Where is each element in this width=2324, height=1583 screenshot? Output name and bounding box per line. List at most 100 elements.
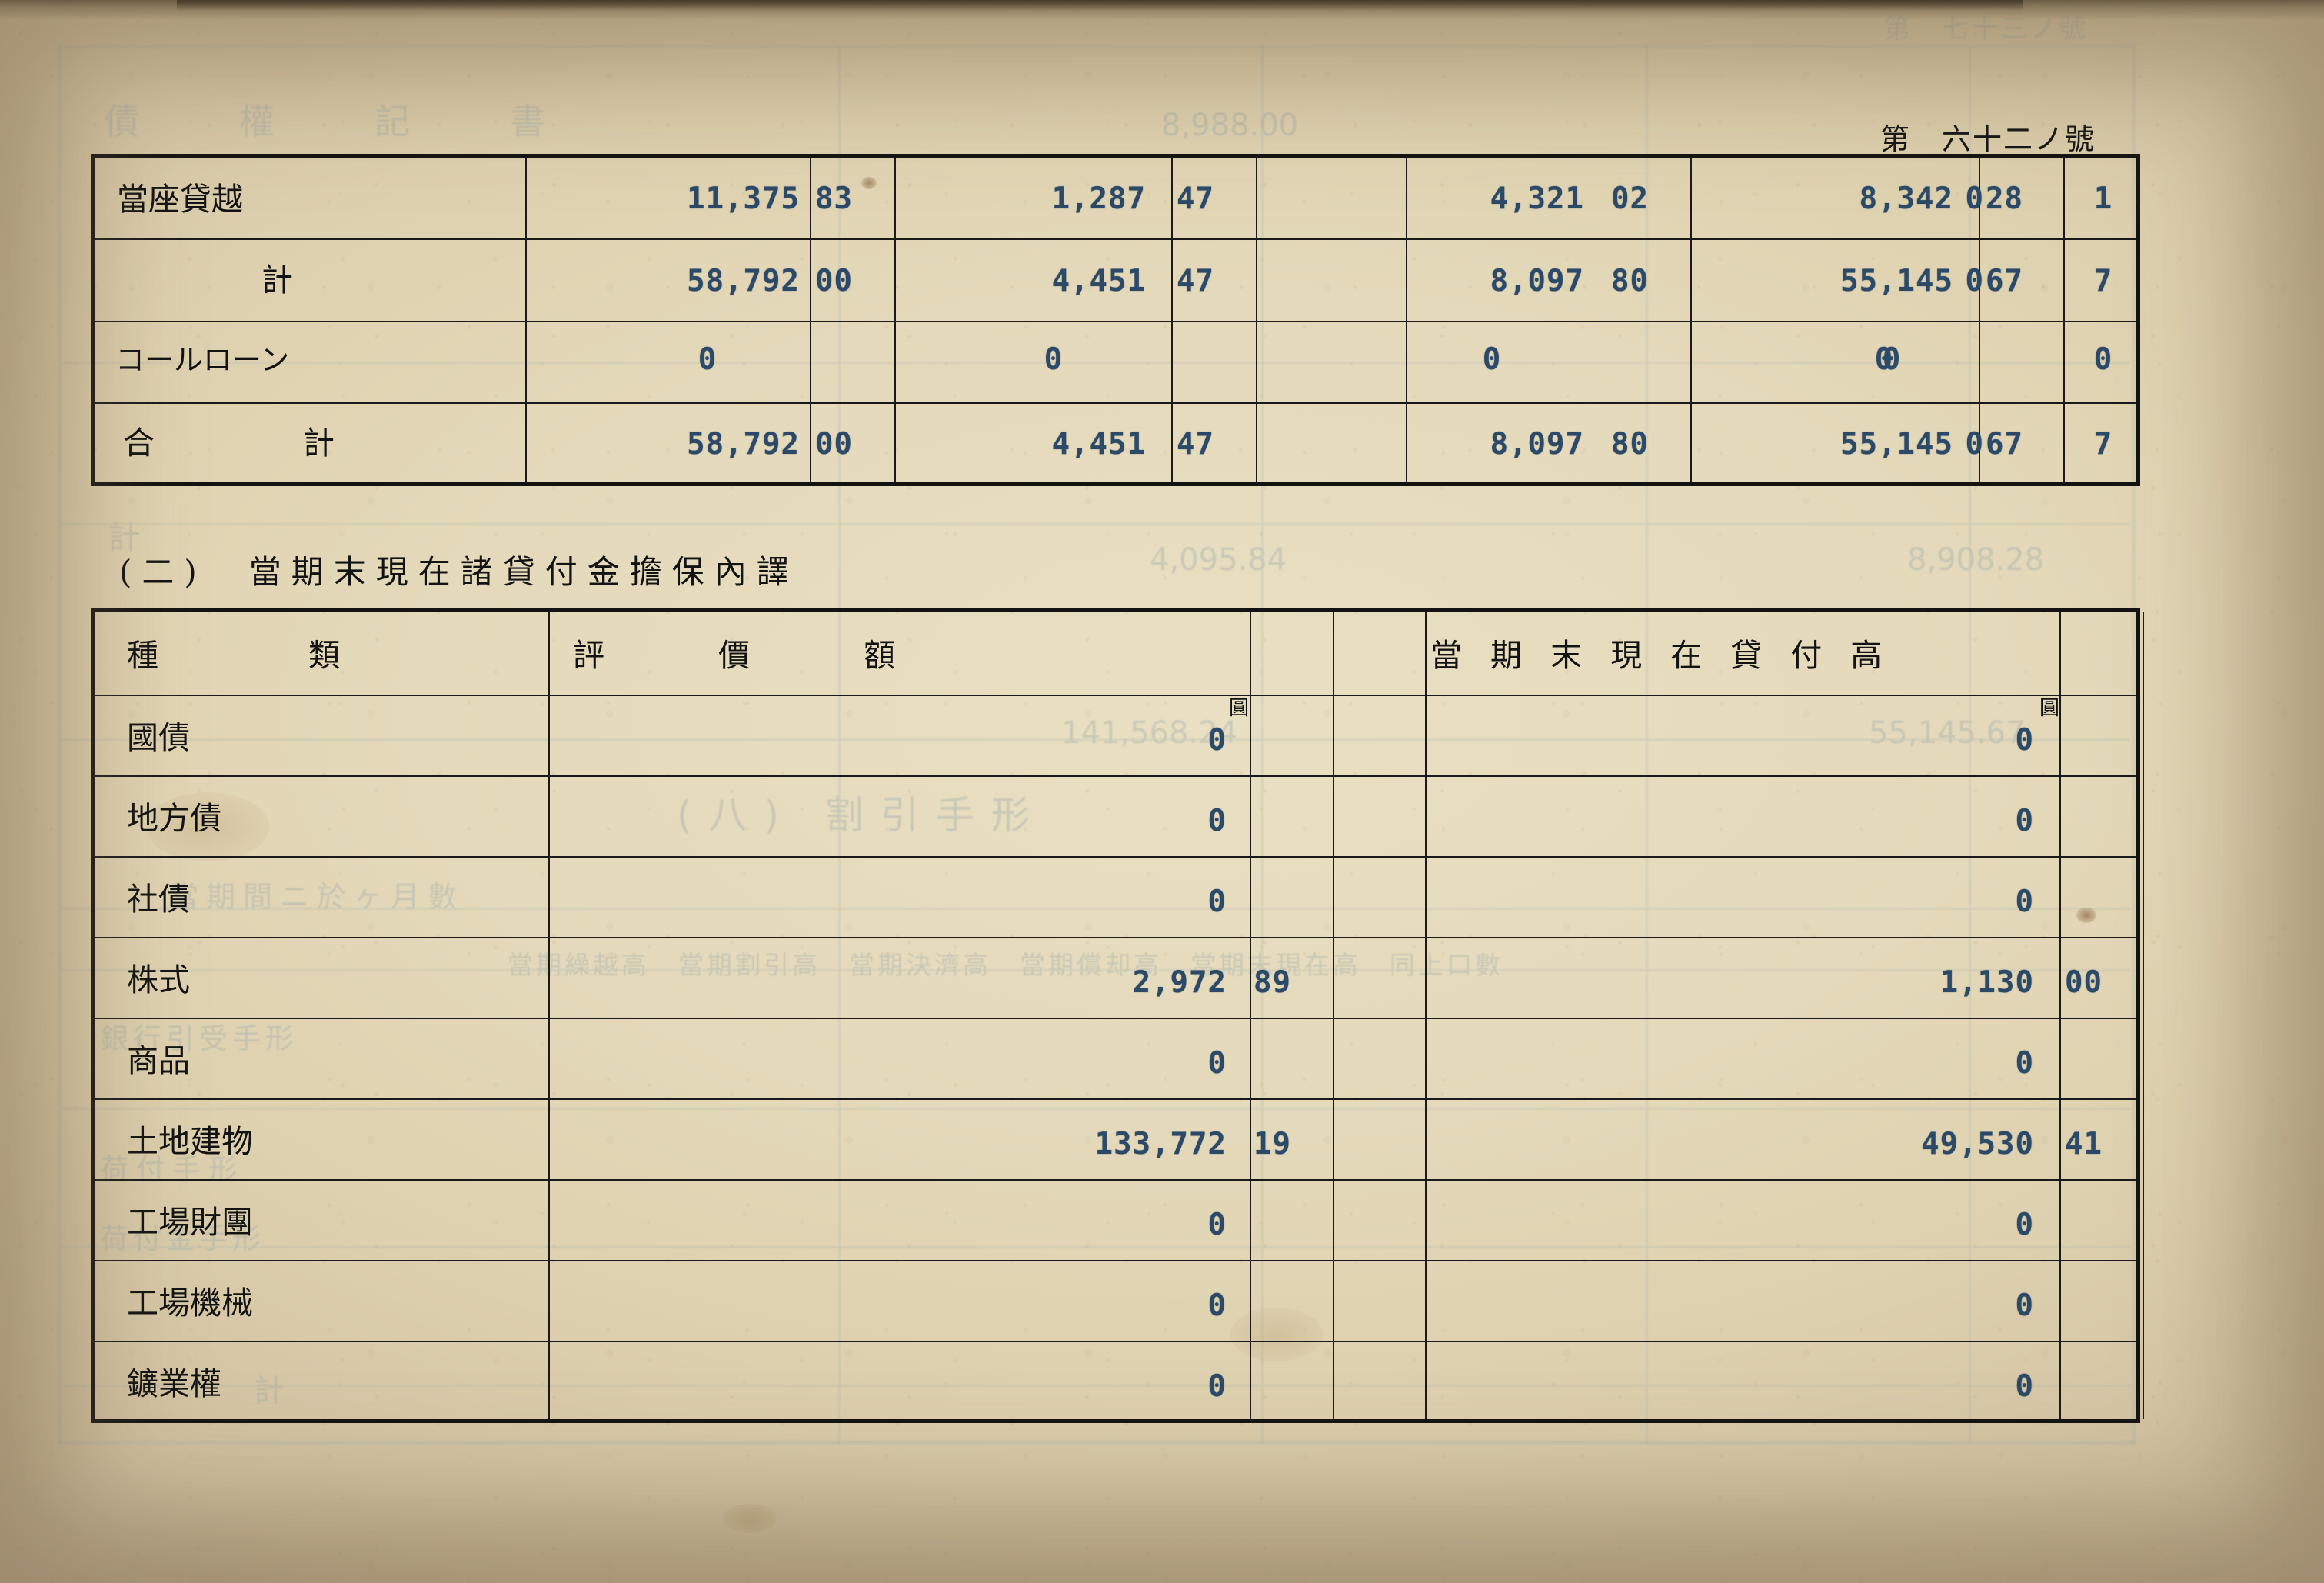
t1-r3-c3s: 80 — [1611, 427, 1649, 462]
t1-r3-c5s: 67 — [1986, 427, 2023, 462]
t1-r1-c5s: 67 — [1986, 264, 2023, 298]
t2-val-1: 0 — [1207, 804, 1227, 838]
t1-r0-c3: 4,321 — [1490, 182, 1584, 216]
t2-col-divider-6 — [2143, 612, 2144, 1419]
t1-r1-c2: 4,451 — [1051, 264, 1146, 298]
t2-row-label-7: 工場機械 — [127, 1277, 450, 1323]
t1-r0-c5: 8,342 — [1859, 182, 1953, 216]
t1-r3-c6: 7 — [2093, 427, 2113, 462]
currency-mark-valuation: 圓 — [1229, 697, 1250, 720]
t2-header-divider — [95, 695, 2136, 696]
t1-r1-c6: 7 — [2093, 264, 2113, 298]
t2-row-label-1-text: 地方債 — [127, 800, 221, 837]
t2-row-label-0-text: 國債 — [127, 719, 190, 756]
t1-row-label-0: 當座貸越 — [117, 173, 417, 219]
t2-bals-5: 41 — [2065, 1127, 2103, 1161]
t2-row-label-5-text: 土地建物 — [127, 1123, 253, 1160]
t1-row-label-1: 計 — [261, 254, 293, 300]
t2-bal-2: 0 — [2015, 885, 2034, 919]
section-two-title: (二) 當期末現在諸貸付金擔保內譯 — [119, 553, 799, 591]
t2-header-valuation: 評 價 額 — [573, 637, 912, 674]
t2-val-4: 0 — [1207, 1046, 1227, 1081]
t1-r1-c2s: 47 — [1177, 264, 1214, 298]
t2-row-label-3-text: 株式 — [127, 961, 190, 998]
t2-row-label-6: 工場財團 — [127, 1196, 450, 1242]
t2-row-divider-7 — [95, 1260, 2136, 1261]
t1-r1-c1: 58,792 — [687, 264, 800, 298]
t2-val-2: 0 — [1207, 885, 1227, 919]
loans-summary-table — [91, 154, 2140, 486]
t1-row-label-1-text: 計 — [261, 262, 293, 298]
t2-header-kind: 種 類 — [127, 637, 354, 674]
t2-row-label-8-text: 鑛業權 — [127, 1365, 221, 1402]
t1-r0-c4: 0 — [1965, 182, 1984, 216]
t1-row-label-2: コールローン — [115, 336, 419, 378]
t1-r0-c6: 1 — [2093, 182, 2113, 216]
t2-bal-0: 0 — [2015, 723, 2034, 758]
t1-r3-c3: 8,097 — [1490, 427, 1584, 462]
t2-bal-8: 0 — [2015, 1369, 2034, 1404]
t2-row-divider-5 — [95, 1098, 2136, 1100]
t1-r2-c6: 0 — [2093, 342, 2113, 377]
t2-bal-7: 0 — [2015, 1288, 2034, 1323]
t2-vals-5: 19 — [1254, 1127, 1291, 1161]
t1-col-divider-4 — [1171, 158, 1173, 482]
t2-row-label-1: 地方債 — [127, 792, 450, 838]
t2-row-divider-8 — [95, 1341, 2136, 1342]
t1-r0-c2: 1,287 — [1051, 182, 1146, 216]
t2-row-label-4-text: 商品 — [127, 1042, 190, 1079]
t1-col-divider-6 — [1406, 158, 1407, 482]
t2-bal-3: 1,130 — [1939, 965, 2034, 1000]
t2-vals-3: 89 — [1254, 965, 1291, 1000]
t2-row-label-3: 株式 — [127, 954, 450, 1000]
t2-bal-6: 0 — [2015, 1208, 2034, 1242]
t2-row-label-5: 土地建物 — [127, 1115, 450, 1161]
t1-r3-c2s: 47 — [1177, 427, 1214, 462]
t1-r3-c4: 0 — [1965, 427, 1984, 462]
t2-row-divider-4 — [95, 1018, 2136, 1019]
t2-row-label-8: 鑛業權 — [127, 1358, 450, 1404]
t1-row-divider-2 — [95, 321, 2136, 322]
t1-r1-c3s: 80 — [1611, 264, 1649, 298]
t1-r2-c3: 0 — [1482, 342, 1502, 377]
t1-r3-c1: 58,792 — [687, 427, 800, 462]
t1-row-label-3: 合 計 — [123, 417, 415, 463]
t1-col-divider-8 — [1979, 158, 1980, 482]
t1-r0-c1s: 83 — [815, 182, 853, 216]
t1-row-divider-1 — [95, 238, 2136, 240]
t1-r0-c3s: 02 — [1611, 182, 1649, 216]
t2-row-label-4: 商品 — [127, 1035, 450, 1081]
t1-r2-c1: 0 — [698, 342, 718, 377]
t2-row-label-6-text: 工場財團 — [127, 1204, 253, 1241]
t2-col-divider-3 — [1333, 612, 1334, 1419]
t1-row-divider-3 — [95, 402, 2136, 404]
t2-row-divider-2 — [95, 856, 2136, 858]
t2-val-8: 0 — [1207, 1369, 1227, 1404]
t1-row-label-0-text: 當座貸越 — [117, 181, 243, 218]
t1-col-divider-5 — [1256, 158, 1257, 482]
currency-mark-balance: 圓 — [2039, 697, 2060, 720]
t2-row-label-0: 國債 — [127, 712, 450, 758]
t1-col-divider-9 — [2063, 158, 2065, 482]
collateral-breakdown-table — [91, 608, 2144, 1423]
t2-col-divider-1 — [548, 612, 550, 1419]
t2-row-label-7-text: 工場機械 — [127, 1285, 253, 1321]
t2-val-7: 0 — [1207, 1288, 1227, 1323]
t1-r3-c5: 55,145 — [1840, 427, 1953, 462]
t1-row-label-2-text: コールローン — [115, 343, 290, 377]
t2-header-balance: 當 期 末 現 在 貸 付 高 — [1430, 637, 1892, 674]
t2-bal-4: 0 — [2015, 1046, 2034, 1081]
t1-r1-c5: 55,145 — [1840, 264, 1953, 298]
t1-row-label-3-text: 合 計 — [123, 425, 393, 462]
t1-r0-c2s: 47 — [1177, 182, 1214, 216]
t1-r3-c1s: 00 — [815, 427, 853, 462]
t2-row-divider-3 — [95, 937, 2136, 938]
t2-val-3: 2,972 — [1132, 965, 1227, 1000]
t2-bals-3: 00 — [2065, 965, 2103, 1000]
t1-r0-c5s: 28 — [1986, 182, 2023, 216]
t2-val-6: 0 — [1207, 1208, 1227, 1242]
t2-col-divider-2 — [1250, 612, 1251, 1419]
t2-bal-5: 49,530 — [1921, 1127, 2034, 1161]
t2-col-divider-4 — [1425, 612, 1427, 1419]
t1-r1-c3: 8,097 — [1490, 264, 1584, 298]
